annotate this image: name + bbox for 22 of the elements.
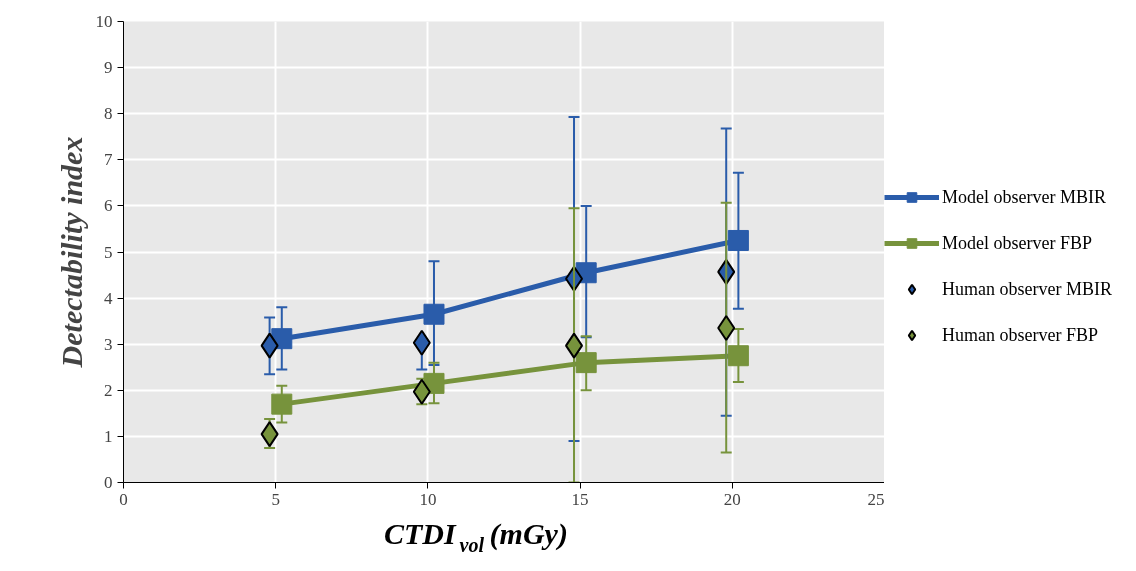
y-axis-title: Detectability index — [54, 136, 88, 369]
y-tick-label: 2 — [104, 380, 113, 400]
y-tick-label: 9 — [104, 58, 113, 78]
y-tick-label: 1 — [104, 426, 113, 446]
y-tick-label: 3 — [104, 334, 113, 354]
y-tick-label: 0 — [104, 473, 113, 492]
y-tick-label: 5 — [104, 242, 113, 262]
x-tick-label: 25 — [867, 489, 885, 509]
x-tick-label: 20 — [723, 489, 741, 509]
y-tick-label: 10 — [95, 12, 113, 31]
legend-label: Human observer FBP — [942, 324, 1098, 346]
legend-label: Human observer MBIR — [942, 278, 1112, 300]
y-tick-label: 4 — [104, 288, 113, 308]
y-tick-label: 8 — [104, 104, 113, 124]
y-tick-label: 6 — [104, 196, 113, 216]
y-tick-label: 7 — [104, 150, 113, 170]
legend-label: Model observer MBIR — [942, 186, 1106, 208]
legend-label: Model observer FBP — [942, 232, 1092, 254]
x-tick-label: 5 — [271, 489, 280, 509]
x-tick-label: 15 — [571, 489, 589, 509]
x-tick-label: 10 — [419, 489, 437, 509]
x-tick-label: 0 — [119, 489, 128, 509]
